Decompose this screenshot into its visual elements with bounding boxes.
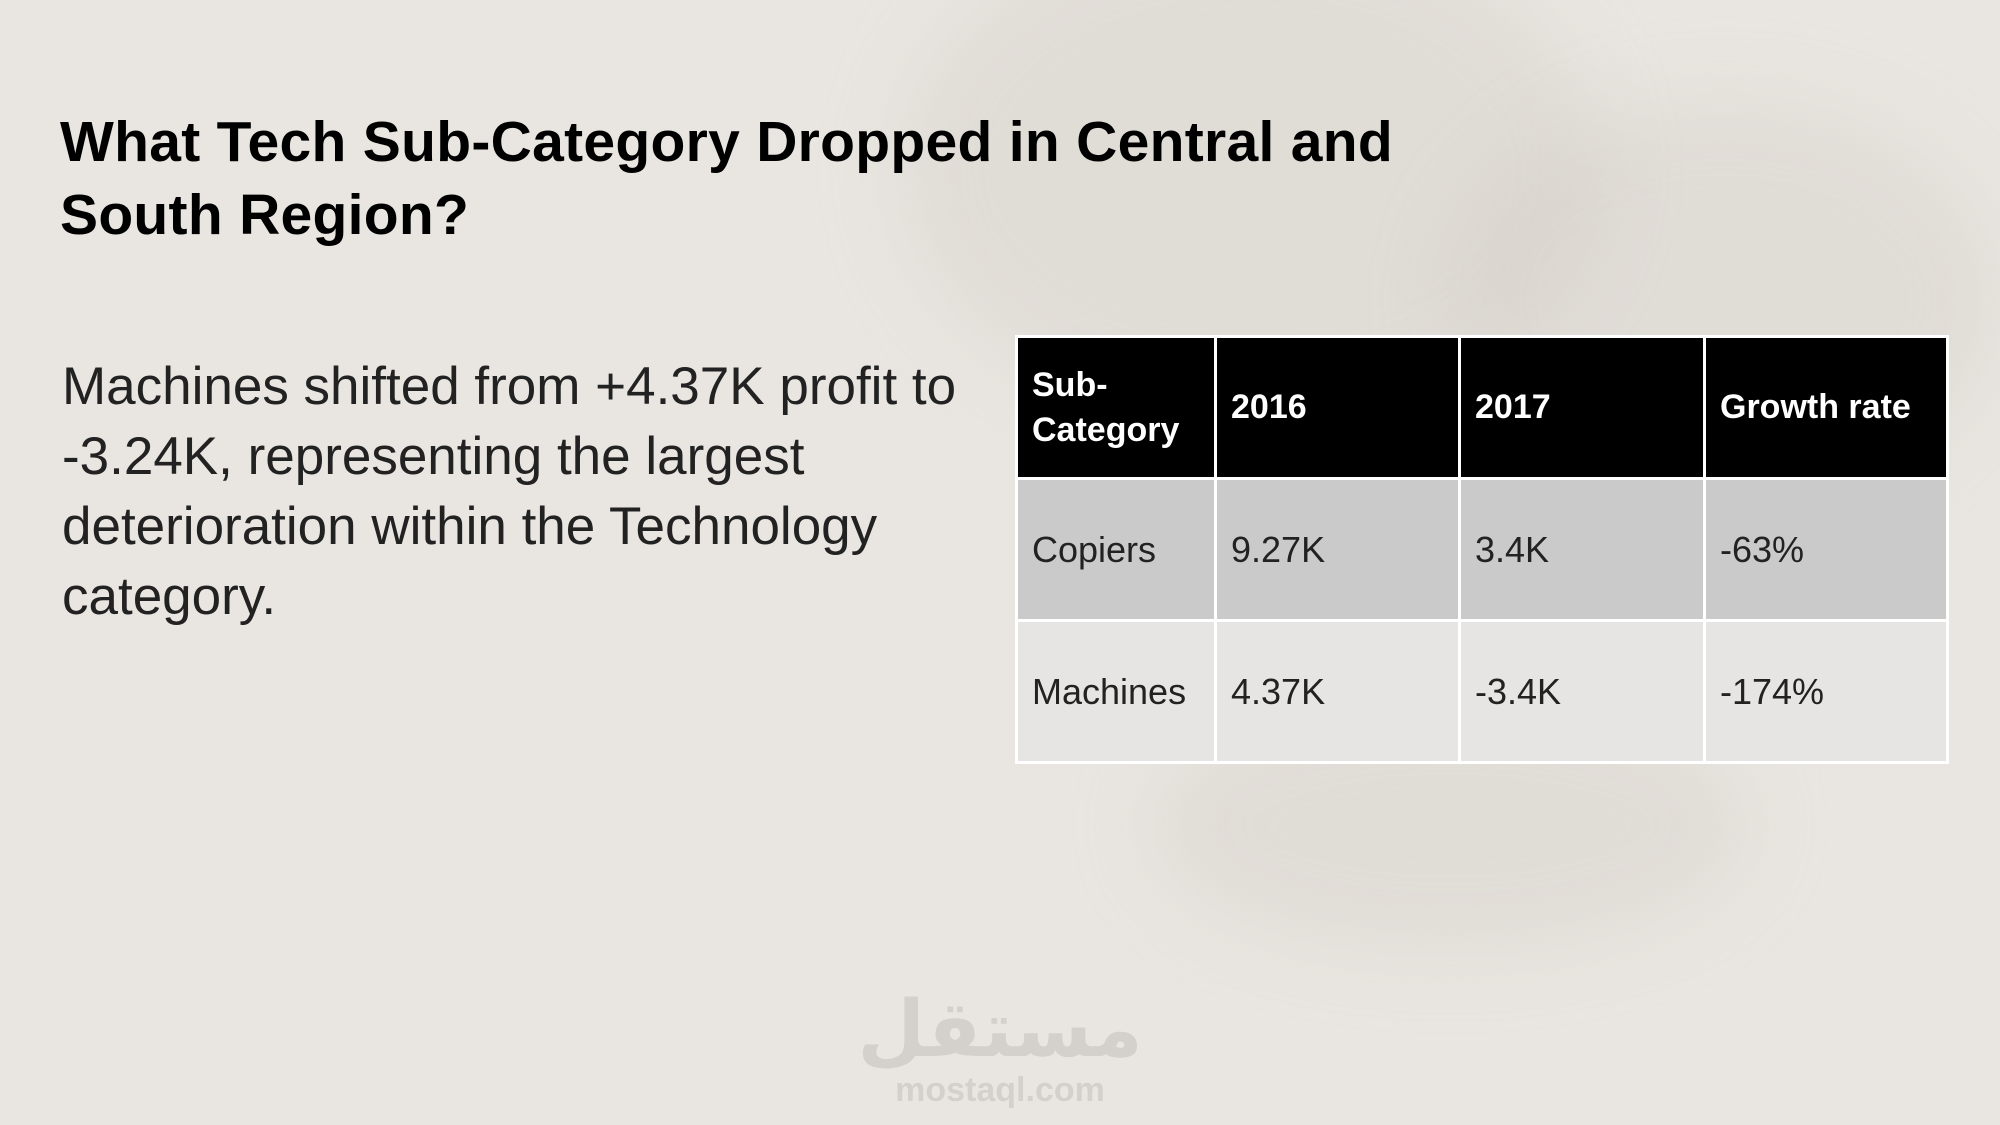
watermark-logo: مستقل (857, 985, 1143, 1075)
slide-title: What Tech Sub-Category Dropped in Centra… (60, 110, 1394, 247)
cell: 4.37K (1214, 619, 1461, 764)
data-table: Sub-Category 2016 2017 Growth rate Copie… (1015, 335, 1949, 764)
header-row: Sub-Category 2016 2017 Growth rate (1015, 335, 1949, 480)
cell: -174% (1703, 619, 1949, 764)
cell: -3.4K (1458, 619, 1706, 764)
table-row: Copiers 9.27K 3.4K -63% (1015, 477, 1949, 622)
cell: Copiers (1015, 477, 1217, 622)
column-header: Growth rate (1703, 335, 1949, 480)
watermark-site: mostaql.com (895, 1071, 1105, 1109)
watermark: مستقل mostaql.com (0, 990, 2000, 1110)
cell: Machines (1015, 619, 1217, 764)
body-text: Machines shifted from +4.37K profit to -… (62, 357, 957, 626)
cell: 9.27K (1214, 477, 1461, 622)
column-header: Sub-Category (1015, 335, 1217, 480)
cell: 3.4K (1458, 477, 1706, 622)
column-header: 2017 (1458, 335, 1706, 480)
table-row: Machines 4.37K -3.4K -174% (1015, 619, 1949, 764)
cell: -63% (1703, 477, 1949, 622)
column-header: 2016 (1214, 335, 1461, 480)
